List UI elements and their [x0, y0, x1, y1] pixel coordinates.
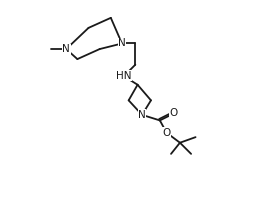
Text: N: N: [62, 44, 70, 54]
Text: N: N: [138, 110, 146, 120]
Text: N: N: [118, 39, 126, 48]
Text: O: O: [169, 108, 178, 118]
Text: HN: HN: [116, 71, 132, 81]
Text: O: O: [162, 128, 170, 138]
